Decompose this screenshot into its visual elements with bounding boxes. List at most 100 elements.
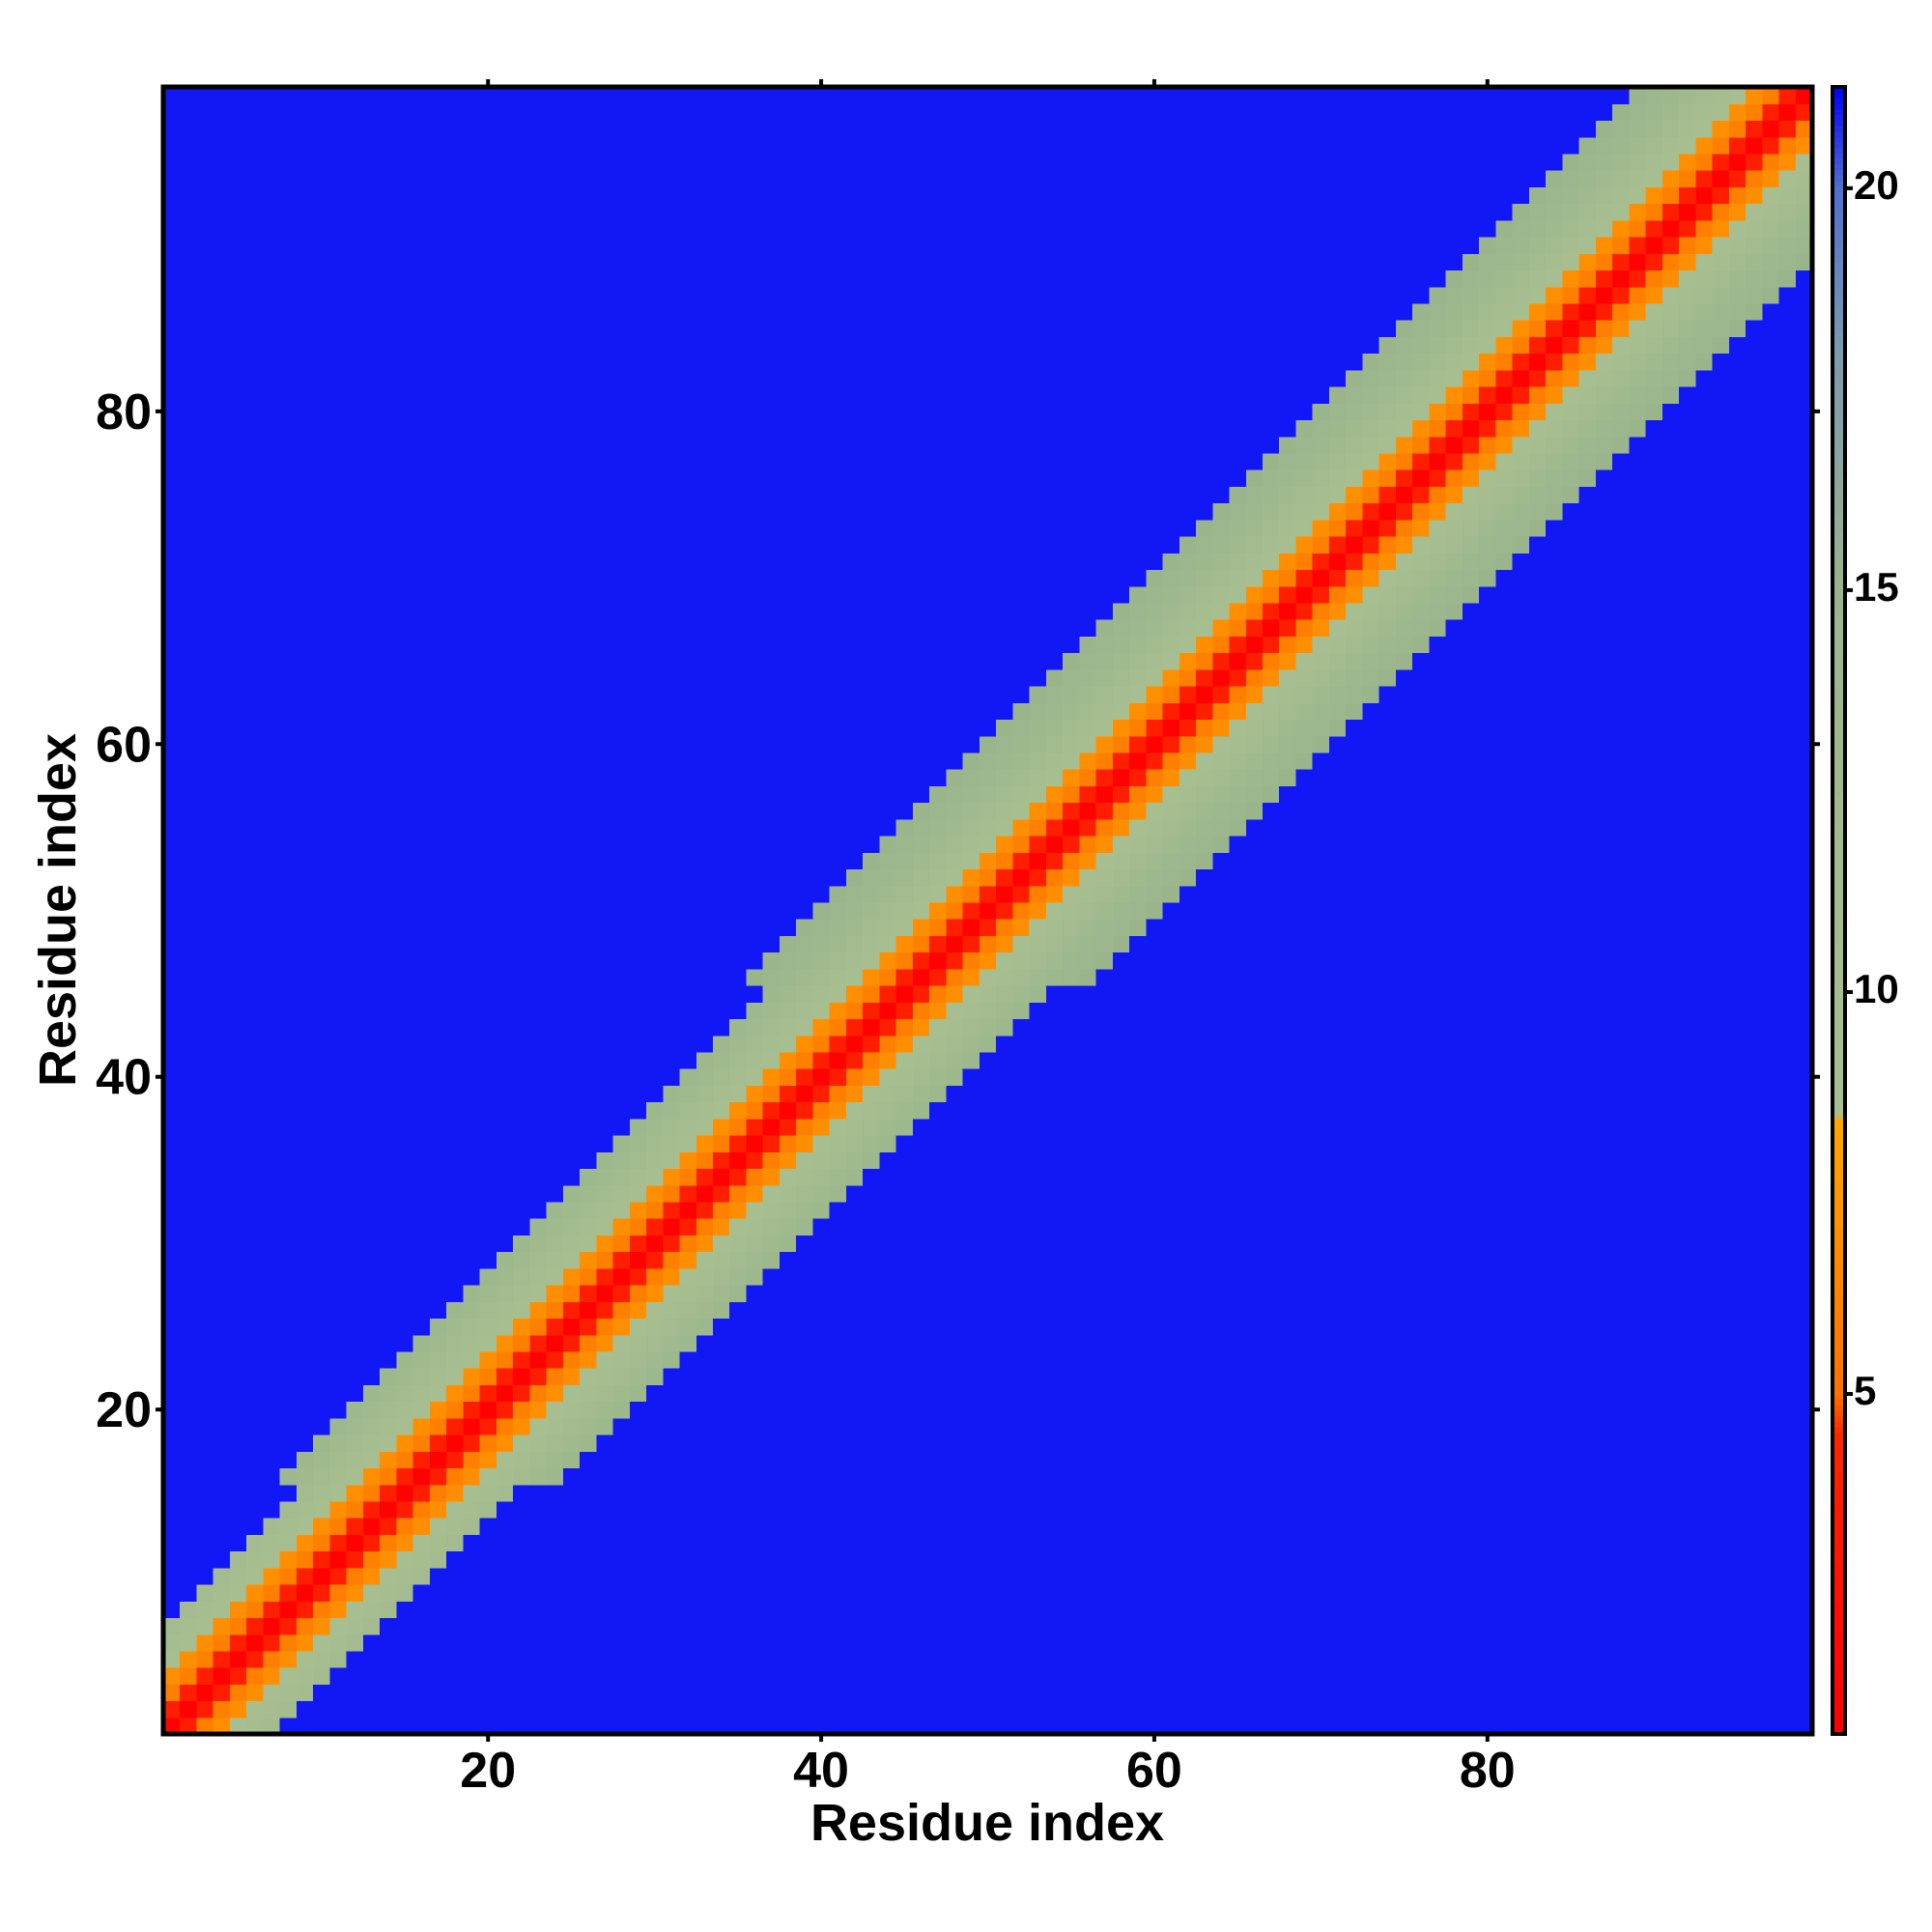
heatmap-cell bbox=[863, 1218, 881, 1236]
heatmap-cell bbox=[946, 1334, 964, 1352]
heatmap-cell bbox=[246, 1118, 265, 1136]
heatmap-cell bbox=[263, 1301, 281, 1320]
heatmap-cell bbox=[296, 1151, 314, 1170]
heatmap-cell bbox=[296, 1435, 314, 1452]
heatmap-cell bbox=[663, 1267, 681, 1286]
heatmap-cell bbox=[1528, 1334, 1547, 1352]
heatmap-cell bbox=[246, 1035, 265, 1053]
heatmap-cell bbox=[1129, 1251, 1147, 1269]
heatmap-cell bbox=[362, 919, 381, 936]
heatmap-cell bbox=[1778, 1384, 1797, 1403]
heatmap-cell bbox=[779, 1384, 797, 1403]
heatmap-cell bbox=[313, 952, 331, 970]
heatmap-cell bbox=[346, 1567, 364, 1585]
heatmap-cell bbox=[646, 1235, 664, 1253]
heatmap-cell bbox=[1728, 985, 1747, 1003]
heatmap-cell bbox=[346, 1435, 364, 1452]
heatmap-cell bbox=[1229, 1384, 1247, 1403]
heatmap-cell bbox=[879, 1584, 897, 1602]
heatmap-cell bbox=[529, 985, 548, 1003]
heatmap-cell bbox=[246, 1518, 265, 1535]
heatmap-cell bbox=[362, 935, 381, 953]
heatmap-cell bbox=[845, 1584, 864, 1602]
heatmap-cell bbox=[1395, 1135, 1413, 1152]
heatmap-cell bbox=[1778, 1567, 1797, 1585]
heatmap-cell bbox=[646, 1700, 664, 1719]
heatmap-cell bbox=[1429, 1368, 1447, 1385]
heatmap-cell bbox=[1395, 1350, 1413, 1369]
heatmap-cell bbox=[1528, 1068, 1547, 1086]
heatmap-cell bbox=[1412, 1667, 1431, 1685]
heatmap-cell bbox=[713, 1567, 730, 1585]
heatmap-cell bbox=[362, 1285, 381, 1302]
heatmap-cell bbox=[1196, 1550, 1213, 1569]
heatmap-cell bbox=[596, 1550, 614, 1569]
heatmap-cell bbox=[180, 935, 198, 953]
heatmap-cell bbox=[446, 1135, 464, 1152]
heatmap-cell bbox=[962, 1118, 980, 1136]
heatmap-cell bbox=[1263, 1218, 1280, 1236]
heatmap-cell bbox=[1378, 1484, 1397, 1502]
heatmap-cell bbox=[796, 1068, 814, 1086]
heatmap-cell bbox=[812, 1035, 831, 1053]
heatmap-cell bbox=[562, 1401, 581, 1419]
heatmap-cell bbox=[596, 1318, 614, 1336]
heatmap-cell bbox=[1746, 1534, 1763, 1552]
heatmap-cell bbox=[1512, 1500, 1530, 1519]
heatmap-cell bbox=[196, 1118, 214, 1136]
heatmap-cell bbox=[513, 1235, 530, 1253]
heatmap-cell bbox=[446, 1601, 464, 1619]
heatmap-cell bbox=[1378, 1650, 1397, 1668]
heatmap-cell bbox=[1495, 1368, 1514, 1385]
heatmap-cell bbox=[1528, 1218, 1547, 1236]
heatmap-cell bbox=[1112, 1318, 1130, 1336]
heatmap-cell bbox=[1063, 1601, 1080, 1619]
heatmap-cell bbox=[1245, 1235, 1264, 1253]
heatmap-cell bbox=[1479, 1118, 1496, 1136]
heatmap-cell bbox=[562, 1467, 581, 1486]
heatmap-cell bbox=[479, 1700, 497, 1719]
heatmap-cell bbox=[196, 935, 214, 953]
heatmap-cell bbox=[1229, 1550, 1247, 1569]
heatmap-cell bbox=[1129, 1401, 1147, 1419]
heatmap-cell bbox=[946, 1368, 964, 1385]
heatmap-cell bbox=[1129, 1151, 1147, 1170]
heatmap-cell bbox=[180, 1301, 198, 1320]
heatmap-cell bbox=[1162, 1617, 1180, 1635]
heatmap-cell bbox=[1063, 1584, 1080, 1602]
heatmap-cell bbox=[596, 1085, 614, 1103]
heatmap-cell bbox=[1395, 1451, 1413, 1469]
heatmap-cell bbox=[1528, 1318, 1547, 1336]
heatmap-cell bbox=[912, 985, 930, 1003]
heatmap-cell bbox=[1162, 1235, 1180, 1253]
heatmap-cell bbox=[546, 1451, 564, 1469]
heatmap-cell bbox=[496, 1151, 514, 1170]
heatmap-cell bbox=[412, 1717, 431, 1735]
heatmap-cell bbox=[1312, 1567, 1330, 1585]
heatmap-cell bbox=[663, 1235, 681, 1253]
heatmap-cell bbox=[180, 1567, 198, 1585]
heatmap-cell bbox=[496, 1534, 514, 1552]
heatmap-cell bbox=[1279, 1368, 1297, 1385]
heatmap-cell bbox=[796, 1567, 814, 1585]
heatmap-cell bbox=[1146, 1184, 1164, 1203]
heatmap-cell bbox=[396, 935, 414, 953]
heatmap-cell bbox=[1612, 1650, 1630, 1668]
heatmap-cell bbox=[1578, 1002, 1597, 1020]
heatmap-cell bbox=[1162, 1184, 1180, 1203]
heatmap-cell bbox=[1546, 985, 1563, 1003]
heatmap-cell bbox=[962, 1318, 980, 1336]
heatmap-cell bbox=[380, 1700, 397, 1719]
heatmap-cell bbox=[1328, 1018, 1347, 1037]
heatmap-cell bbox=[279, 1101, 298, 1120]
heatmap-cell bbox=[229, 1135, 247, 1152]
heatmap-cell bbox=[396, 1201, 414, 1219]
heatmap-cell bbox=[1495, 1218, 1514, 1236]
heatmap-cell bbox=[329, 1201, 348, 1219]
heatmap-cell bbox=[1295, 1118, 1314, 1136]
heatmap-cell bbox=[229, 1334, 247, 1352]
heatmap-cell bbox=[429, 1467, 447, 1486]
heatmap-cell bbox=[596, 1601, 614, 1619]
heatmap-cell bbox=[845, 1251, 864, 1269]
heatmap-cell bbox=[1263, 1318, 1280, 1336]
